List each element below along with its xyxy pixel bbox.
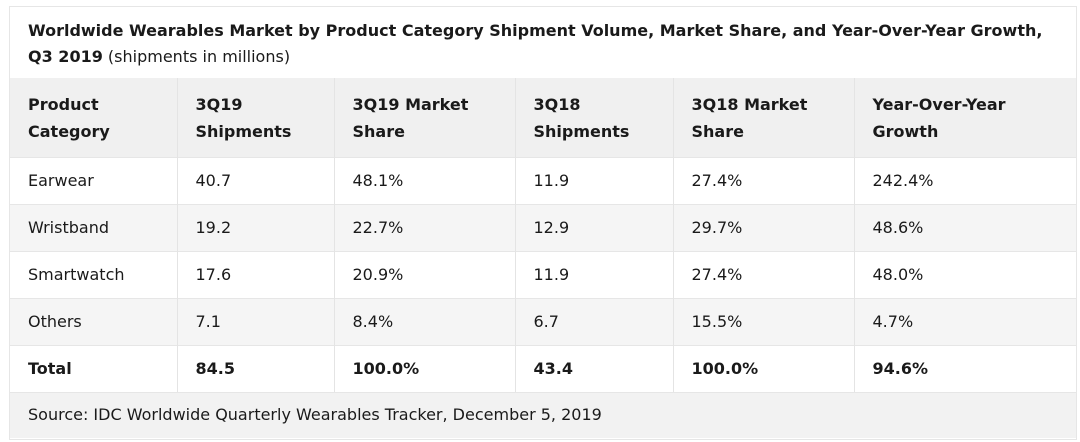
cell-3q19-share: 20.9% bbox=[334, 251, 516, 298]
source-note: Source: IDC Worldwide Quarterly Wearable… bbox=[10, 392, 1076, 438]
total-row: Total 84.5 100.0% 43.4 100.0% 94.6% bbox=[10, 345, 1076, 392]
table-row: Earwear 40.7 48.1% 11.9 27.4% 242.4% bbox=[10, 157, 1076, 204]
cell-category: Others bbox=[10, 298, 178, 345]
wearables-market-table: Product Category 3Q19 Shipments 3Q19 Marke… bbox=[10, 78, 1076, 392]
cell-3q19-shipments: 19.2 bbox=[177, 204, 335, 251]
cell-3q18-shipments: 12.9 bbox=[515, 204, 674, 251]
caption-title: Worldwide Wearables Market by Product Ca… bbox=[28, 21, 1043, 66]
header-yoy-growth: Year-Over-Year Growth bbox=[872, 94, 1006, 141]
cell-3q18-share: 100.0% bbox=[673, 345, 855, 392]
cell-3q19-shipments: 7.1 bbox=[177, 298, 335, 345]
cell-3q18-share: 29.7% bbox=[673, 204, 855, 251]
header-row: Product Category 3Q19 Shipments 3Q19 Marke… bbox=[10, 78, 1076, 157]
cell-3q19-shipments: 84.5 bbox=[177, 345, 335, 392]
cell-yoy-growth: 4.7% bbox=[872, 312, 914, 331]
wearables-table-card: Worldwide Wearables Market by Product Ca… bbox=[9, 6, 1077, 440]
cell-category: Earwear bbox=[10, 157, 178, 204]
table-row: Others 7.1 8.4% 6.7 15.5% 4.7% bbox=[10, 298, 1076, 345]
cell-yoy-growth: 94.6% bbox=[872, 359, 929, 379]
header-3q19-shipments: 3Q19 Shipments bbox=[177, 78, 335, 157]
cell-category: Smartwatch bbox=[10, 251, 178, 298]
cell-yoy-growth: 242.4% bbox=[872, 171, 934, 190]
header-product-category: Product Category bbox=[10, 78, 178, 157]
header-3q19-market-share: 3Q19 Market Share bbox=[334, 78, 516, 157]
cell-category: Wristband bbox=[10, 204, 178, 251]
cell-3q18-shipments: 6.7 bbox=[515, 298, 674, 345]
caption-unit-note: (shipments in millions) bbox=[102, 47, 291, 66]
cell-3q18-share: 27.4% bbox=[673, 251, 855, 298]
cell-3q18-shipments: 11.9 bbox=[515, 251, 674, 298]
cell-yoy-growth: 48.0% bbox=[872, 265, 924, 284]
cell-3q18-share: 15.5% bbox=[673, 298, 855, 345]
header-3q18-market-share: 3Q18 Market Share bbox=[673, 78, 855, 157]
cell-3q19-share: 100.0% bbox=[334, 345, 516, 392]
cell-3q18-share: 27.4% bbox=[673, 157, 855, 204]
cell-3q18-shipments: 43.4 bbox=[515, 345, 674, 392]
cell-3q19-share: 8.4% bbox=[334, 298, 516, 345]
cell-3q19-shipments: 40.7 bbox=[177, 157, 335, 204]
cell-yoy-growth: 48.6% bbox=[872, 218, 924, 237]
table-row: Smartwatch 17.6 20.9% 11.9 27.4% 48.0% bbox=[10, 251, 1076, 298]
table-row: Wristband 19.2 22.7% 12.9 29.7% 48.6% bbox=[10, 204, 1076, 251]
cell-3q19-share: 48.1% bbox=[334, 157, 516, 204]
header-3q18-shipments: 3Q18 Shipments bbox=[515, 78, 674, 157]
table-caption: Worldwide Wearables Market by Product Ca… bbox=[10, 7, 1076, 78]
cell-3q18-shipments: 11.9 bbox=[515, 157, 674, 204]
cell-3q19-share: 22.7% bbox=[334, 204, 516, 251]
cell-3q19-shipments: 17.6 bbox=[177, 251, 335, 298]
cell-category: Total bbox=[10, 345, 178, 392]
